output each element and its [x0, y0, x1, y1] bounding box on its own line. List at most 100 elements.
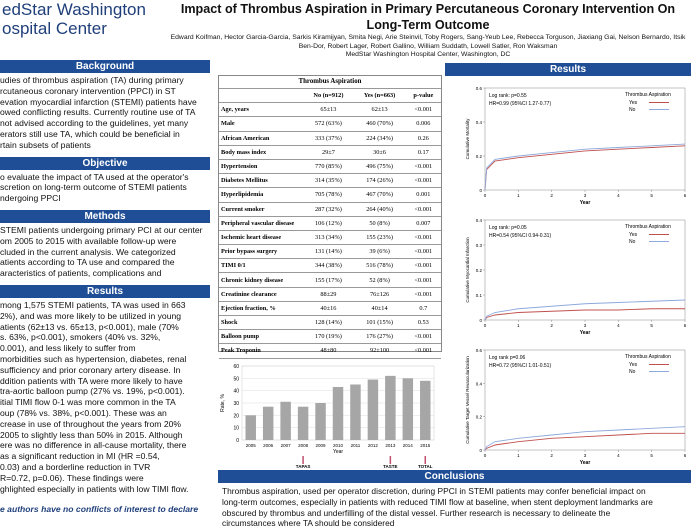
table-cell: <0.001	[405, 159, 441, 175]
section-heading: Background	[0, 60, 210, 73]
table-row: Age, years 65±13 62±13 <0.001	[219, 102, 441, 118]
x-tick-label: 5	[650, 453, 653, 458]
table-cell: 65±13	[303, 102, 354, 118]
bar	[367, 379, 379, 440]
table-cell: 0.001	[405, 187, 441, 203]
table-cell: 52 (8%)	[353, 272, 406, 288]
table-cell: 0.7	[405, 301, 441, 317]
y-tick-label: 20	[233, 413, 239, 419]
text-line: rcutaneous coronary intervention (PPCI) …	[0, 85, 176, 96]
table-cell: 40±16	[303, 301, 354, 317]
table-cell: <0.001	[405, 272, 441, 288]
table-row: Body mass index 29±7 30±6 0.17	[219, 145, 441, 160]
y-axis-label: Rate, %	[220, 394, 226, 412]
text-line: long-term outcomes, especially in patien…	[222, 496, 653, 507]
bar	[315, 403, 326, 440]
text-line: as a significant reduction in MI (HR =0.…	[0, 451, 160, 462]
table-cell: 264 (40%)	[353, 202, 406, 217]
plot-area	[484, 87, 686, 191]
text-line: obscured by thrombus and underfilling of…	[222, 507, 611, 518]
table-row: Peripheral vascular disease 106 (12%) 50 (…	[219, 216, 441, 231]
text-line: 0.03) and a borderline reduction in TVR	[0, 461, 151, 472]
km-curve	[484, 308, 685, 321]
bar	[280, 401, 291, 440]
table-row: Hypertension 770 (85%) 496 (75%) <0.001	[219, 159, 441, 175]
km-curve	[484, 432, 685, 451]
table: No (n=912) Yes (n=663) p-value Age, years 65…	[219, 89, 441, 359]
bar	[402, 378, 414, 440]
section-text: o evaluate the impact of TA used at the …	[0, 172, 210, 204]
bar	[332, 386, 344, 440]
table-cell: 155 (23%)	[353, 230, 406, 246]
affiliation: MedStar Washington Hospital Center, Wash…	[345, 51, 511, 58]
x-tick-label: 0	[484, 193, 487, 198]
section-text: STEMI patients undergoing primary PCI at…	[0, 225, 210, 279]
table-title: Thrombus Aspiration	[219, 76, 441, 89]
x-tick-label: 2006	[263, 443, 274, 448]
annotation: HR=0.72 (95%CI 1.01-0.51)	[489, 363, 551, 369]
conclusions-heading: Conclusions	[218, 470, 691, 483]
text-line: itial TIMI flow 0-1 was more common in t…	[0, 397, 176, 408]
bar	[385, 375, 396, 440]
table-cell: TIMI 0/1	[219, 258, 304, 274]
y-tick-label: 0	[479, 188, 482, 193]
table-cell: 496 (75%)	[353, 159, 406, 175]
table-cell: 770 (85%)	[303, 159, 354, 175]
legend-title: Thrombus Aspiration	[625, 354, 671, 360]
y-tick-label: 40	[233, 389, 239, 395]
y-tick-label: 0.6	[476, 86, 483, 91]
x-tick-label: 2005	[246, 443, 257, 448]
table-cell: 174 (26%)	[353, 173, 406, 189]
table-cell: <0.001	[405, 258, 441, 274]
table-cell: <0.001	[405, 202, 441, 217]
x-tick-label: 3	[584, 323, 587, 328]
table-cell: 128 (14%)	[303, 315, 354, 331]
table-cell: 50 (8%)	[353, 216, 406, 231]
text-line: om 2005 to 2015 with available follow-up…	[0, 235, 177, 246]
table-cell: 106 (12%)	[303, 216, 354, 231]
table-cell: 0.006	[405, 116, 441, 132]
title: Impact of Thrombus Aspiration in Primary…	[180, 2, 676, 32]
table-cell: 155 (17%)	[303, 272, 354, 288]
table-cell: Ischemic heart disease	[219, 230, 304, 246]
x-tick-label: 2013	[385, 443, 396, 448]
table-row: Chronic kidney disease 155 (17%) 52 (8%) <0…	[219, 272, 441, 288]
table-cell: <0.001	[405, 343, 441, 359]
x-tick-label: 2	[550, 453, 553, 458]
table-cell: 62±13	[353, 102, 406, 118]
section-heading: Results	[0, 284, 210, 298]
x-tick-label: 4	[617, 323, 620, 328]
table-row: African American 333 (37%) 224 (34%) 0.26	[219, 131, 441, 146]
km-curve	[484, 143, 686, 191]
text-line: 2%), and was more likely to be utilized …	[0, 310, 182, 321]
table-cell: Balloon pump	[219, 329, 304, 345]
text-line: rtain subsets of patients	[0, 139, 91, 150]
table-cell: Current smoker	[219, 202, 304, 217]
y-tick-label: 0.4	[476, 120, 483, 125]
bar	[297, 406, 309, 440]
km-chart: 0 0.2 0.4 0.6 0 1 2 3 4 5 6 Year Cumulative Mortalit…	[465, 86, 687, 206]
section-text: mong 1,575 STEMI patients, TA was used i…	[0, 300, 210, 494]
x-tick-label: 0	[484, 323, 487, 328]
x-tick-label: 2010	[333, 443, 344, 448]
annotation: TASTE	[383, 464, 397, 468]
table-cell: 101 (15%)	[353, 315, 406, 331]
table-cell: 176 (27%)	[353, 329, 406, 345]
x-tick-label: 2008	[298, 443, 309, 448]
table-row: Creatinine clearance 88±29 76±126 <0.001	[219, 287, 441, 302]
y-tick-label: 0.1	[476, 293, 483, 298]
text-line: Thrombus aspiration, used per operator d…	[222, 486, 646, 496]
left-column: Background udies of thrombus aspiration (…	[0, 60, 210, 515]
text-line: s. 63%, p<0.001), smokers (40% vs. 32%,	[0, 332, 161, 343]
table-cell: 344 (38%)	[303, 258, 354, 274]
x-tick-label: 0	[484, 453, 487, 458]
annotation: Log rank: p=0.55	[489, 93, 527, 99]
km-chart: 0 0.1 0.2 0.3 0.4 0 1 2 3 4 5 6 Year Cumulative Myoca…	[465, 218, 687, 336]
table-cell: Prior bypass surgery	[219, 244, 304, 260]
x-tick-label: 3	[584, 453, 587, 458]
table-cell: African American	[219, 131, 304, 146]
table-cell: 76±126	[353, 287, 406, 302]
table-cell: 170 (19%)	[303, 329, 354, 345]
x-axis-label: Year	[580, 200, 591, 206]
x-tick-label: 5	[650, 323, 653, 328]
